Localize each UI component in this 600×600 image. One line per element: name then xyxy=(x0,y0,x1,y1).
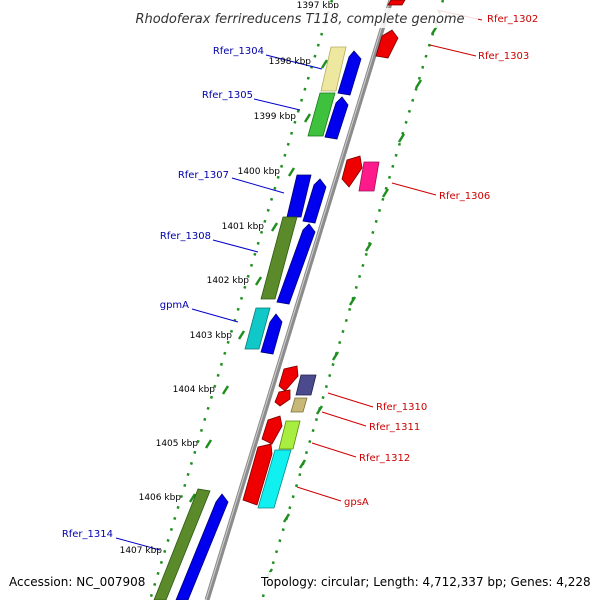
cds-block-gpsA xyxy=(257,449,292,509)
cds-block-1306 xyxy=(358,161,380,192)
tick-mark xyxy=(188,493,197,503)
footer-right-backdrop xyxy=(256,572,596,592)
topology-text: Topology: circular; Length: 4,712,337 bp… xyxy=(260,575,591,589)
map-title: Rhodoferax ferrireducens T118, complete … xyxy=(135,12,464,27)
left-dotted-track xyxy=(148,0,334,600)
cds-arrow-1302b xyxy=(387,0,406,6)
gene-label-gpsa: gpsA xyxy=(344,497,369,508)
cds-arrow-forward xyxy=(175,493,229,600)
tick-mark xyxy=(348,296,357,306)
tick-mark xyxy=(381,188,390,198)
leader-line xyxy=(212,239,259,253)
genome-backbone-highlight xyxy=(205,0,391,600)
cds-block-1305 xyxy=(307,92,336,137)
gene-label-rfer-1306: Rfer_1306 xyxy=(439,191,490,202)
cds-block-gpmA xyxy=(244,307,271,350)
leader-line xyxy=(311,442,357,458)
kbp-label: 1404 kbp xyxy=(173,385,216,395)
gene-label-rfer-1312: Rfer_1312 xyxy=(359,453,410,464)
gene-label-rfer-1314: Rfer_1314 xyxy=(62,529,113,540)
tick-mark xyxy=(414,79,423,89)
leader-line xyxy=(321,411,367,427)
gene-label-rfer-1310: Rfer_1310 xyxy=(376,402,427,413)
leader-line xyxy=(429,44,477,57)
leader-line xyxy=(391,182,437,196)
gene-label-rfer-1302: Rfer_1302 xyxy=(487,14,538,25)
kbp-label: 1402 kbp xyxy=(207,276,250,286)
tick-mark xyxy=(298,459,307,469)
title-backdrop xyxy=(122,8,478,28)
cds-arrow-1306a xyxy=(341,155,363,188)
genome-backbone xyxy=(204,0,394,600)
forward-gene-labels: Rfer_1304 Rfer_1305 Rfer_1307 Rfer_1308 … xyxy=(62,46,264,540)
gene-label-rfer-1303: Rfer_1303 xyxy=(478,51,529,62)
cds-arrow-1311 xyxy=(274,389,291,407)
reverse-gene-labels: Rfer_1302 Rfer_1303 Rfer_1306 Rfer_1310 … xyxy=(344,14,538,508)
cds-arrow-1310 xyxy=(278,365,299,392)
cds-arrow-1302 xyxy=(375,29,399,59)
tick-mark xyxy=(320,59,329,69)
tick-mark xyxy=(331,351,340,361)
cds-arrow-forward xyxy=(260,313,283,355)
leader-line xyxy=(327,392,374,408)
kbp-label: 1399 kbp xyxy=(254,112,297,122)
cds-arrow-1312a xyxy=(261,415,283,445)
kbp-labels: 1397 kbp 1398 kbp 1399 kbp 1400 kbp 1401… xyxy=(120,1,340,556)
cds-arrow-forward xyxy=(276,223,316,305)
tick-mark xyxy=(303,113,312,123)
tick-mark xyxy=(397,133,406,143)
kbp-label: 1407 kbp xyxy=(120,546,163,556)
right-dotted-track xyxy=(260,0,445,600)
gene-label-rfer-1305: Rfer_1305 xyxy=(202,90,253,101)
gene-label-rfer-1304: Rfer_1304 xyxy=(213,46,264,57)
cds-arrow-forward xyxy=(337,50,362,96)
tick-mark xyxy=(364,242,373,252)
cds-block-1310 xyxy=(295,374,317,396)
cds-block-1308 xyxy=(260,216,298,300)
tick-mark xyxy=(254,276,263,286)
leader-line xyxy=(115,537,161,551)
gene-label-rfer-1308: Rfer_1308 xyxy=(160,231,211,242)
tick-mark xyxy=(315,405,324,415)
accession-text: Accession: NC_007908 xyxy=(9,575,145,589)
kbp-label: 1406 kbp xyxy=(139,493,182,503)
kbp-label: 1401 kbp xyxy=(222,222,265,232)
leader-line xyxy=(296,486,342,502)
tick-mark xyxy=(287,167,296,177)
kbp-label: 1397 kbp xyxy=(297,1,340,11)
cds-arrow-forward xyxy=(302,178,327,224)
leader-line xyxy=(191,308,239,323)
forward-gene-blocks xyxy=(244,46,347,350)
kbp-label: 1398 kbp xyxy=(269,57,312,67)
leader-line xyxy=(265,54,323,70)
tick-mark xyxy=(237,330,246,340)
tick-mark xyxy=(270,222,279,232)
leader-line xyxy=(231,177,285,194)
tick-mark xyxy=(221,385,230,395)
leader-line xyxy=(253,98,301,111)
cds-block-1311 xyxy=(290,397,308,413)
cds-block-1312 xyxy=(278,420,301,450)
footer-left-backdrop xyxy=(5,572,151,592)
gene-label-gpma: gpmA xyxy=(160,300,189,311)
cds-arrow-forward xyxy=(324,96,349,140)
gene-label-rfer-1311: Rfer_1311 xyxy=(369,422,420,433)
right-track-tick-marks xyxy=(265,25,439,578)
cds-arrow-gpsA xyxy=(242,443,273,506)
kbp-label: 1400 kbp xyxy=(238,167,281,177)
kbp-label: 1405 kbp xyxy=(156,439,199,449)
reverse-cds-arrows xyxy=(242,0,406,509)
tick-mark xyxy=(204,439,213,449)
cds-forward-1314 xyxy=(153,488,211,600)
forward-cds-arrows xyxy=(153,50,362,600)
kbp-label: 1403 kbp xyxy=(190,331,233,341)
tick-mark xyxy=(282,513,291,523)
gene-label-rfer-1307: Rfer_1307 xyxy=(178,170,229,181)
cds-block-1304 xyxy=(320,46,347,92)
forward-leader-lines xyxy=(115,54,323,551)
